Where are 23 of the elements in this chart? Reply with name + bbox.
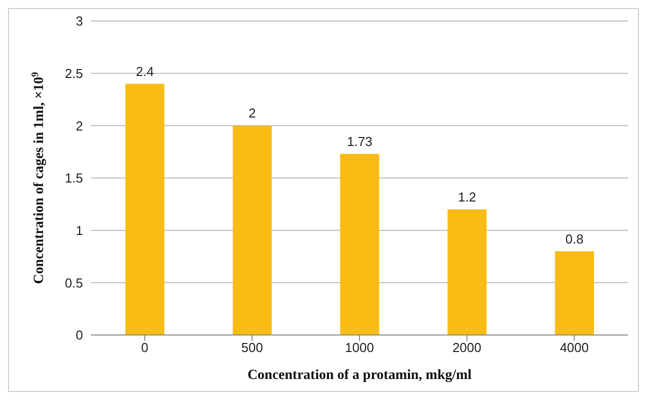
y-tick-label: 1	[76, 222, 83, 238]
x-tick-label: 0	[141, 340, 148, 356]
data-label: 0.8	[565, 231, 584, 246]
y-tick-label: 0	[76, 328, 83, 343]
bar	[232, 126, 272, 335]
x-tick-label: 4000	[560, 340, 589, 356]
bar	[554, 251, 594, 335]
x-tick-label: 500	[241, 340, 263, 356]
data-label: 2.4	[136, 64, 154, 79]
y-tick-label: 2.5	[64, 66, 83, 81]
y-tick-label: 0.5	[64, 275, 83, 290]
bar	[340, 154, 380, 335]
bar	[448, 209, 487, 335]
y-tick-label: 2	[76, 118, 83, 134]
data-label: 2	[248, 106, 256, 121]
data-label: 1.2	[458, 189, 476, 204]
y-tick-label: 1.5	[64, 170, 83, 186]
x-axis-title: Concentration of a protamin, mkg/ml	[247, 368, 472, 383]
bar	[125, 84, 164, 335]
data-label: 1.73	[347, 134, 372, 149]
x-tick-label: 1000	[345, 340, 374, 356]
y-tick-label: 3	[76, 14, 83, 29]
x-tick-label: 2000	[452, 340, 482, 356]
